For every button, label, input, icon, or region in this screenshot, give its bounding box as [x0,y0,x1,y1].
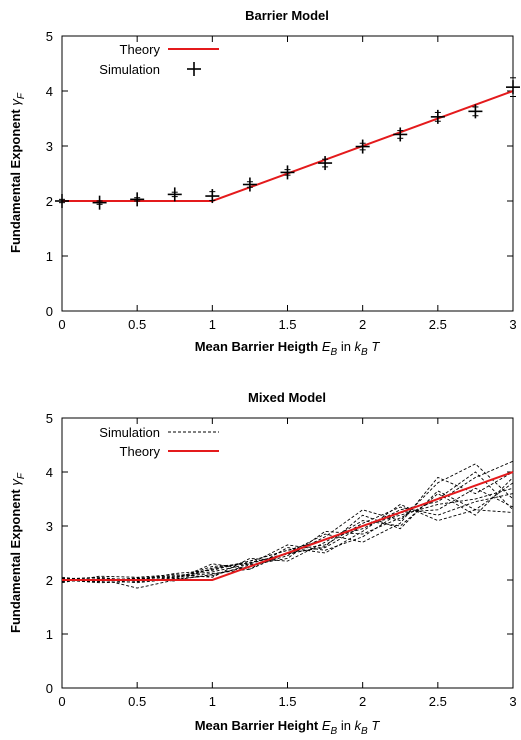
series-layer [61,460,514,589]
x-tick-label: 2 [359,317,366,332]
simulation-point [430,109,445,124]
y-tick-label: 2 [46,573,53,588]
y-tick-label: 3 [46,519,53,534]
simulation-point [468,104,483,119]
y-tick-label: 1 [46,249,53,264]
x-tick-label: 2.5 [429,317,447,332]
simulation-point [506,77,520,97]
x-tick-label: 0 [58,694,65,709]
simulation-point [318,156,333,171]
simulation-point [167,187,182,202]
legend-label-theory: Theory [120,444,161,459]
x-tick-label: 3 [509,317,516,332]
y-axis-label: Fundamental Exponent γF [8,92,27,253]
series-layer [55,77,520,210]
mixed-model-chart: Mixed Model 0 0.5 1 1.5 2 2.5 3 0 1 2 3 4 5 Mean Ba… [8,390,517,737]
legend-label-simulation: Simulation [99,425,160,440]
x-tick-label: 1 [209,694,216,709]
x-tick-label: 1.5 [278,694,296,709]
x-axis-label-var: E [322,339,331,354]
x-tick-label: 1 [209,317,216,332]
simulation-point [205,189,220,204]
x-axis-label-main: Mean Barrier Heigth [195,339,322,354]
x-tick-label: 3 [509,694,516,709]
legend-label-simulation: Simulation [99,62,160,77]
x-tick-label: 0 [58,317,65,332]
simulation-point [55,194,69,208]
y-axis-label-var-sub: F [16,92,27,99]
x-axis-label-var-sub: B [331,726,338,737]
y-axis-ticks: 0 1 2 3 4 5 [46,411,513,696]
y-tick-label: 4 [46,84,53,99]
x-axis-label-mid: in [337,339,354,354]
simulation-run-line [61,460,514,582]
y-tick-label: 0 [46,681,53,696]
x-axis-label-unit: k [355,339,363,354]
x-axis-label: Mean Barrier Heigth EB in kB T [195,339,381,358]
y-tick-label: 2 [46,194,53,209]
y-axis-ticks: 0 1 2 3 4 5 [46,29,513,319]
y-tick-label: 4 [46,465,53,480]
x-axis-label-tail: T [368,718,381,733]
x-axis-label-main: Mean Barrier Height [195,718,322,733]
simulation-run-line [61,482,514,583]
theory-line [62,471,514,581]
x-tick-label: 0.5 [128,317,146,332]
barrier-model-chart: Barrier Model 0 0.5 1 1.5 2 2.5 3 0 1 2 3 4 5 Mean … [8,8,520,358]
x-axis-label-unit-sub: B [361,347,368,358]
simulation-run-line [61,471,514,581]
legend-swatch-simulation [187,62,201,76]
simulation-point [280,165,295,180]
y-axis-label-var: γ [8,98,23,106]
chart-title: Mixed Model [248,390,326,405]
y-axis-label-var-sub: F [16,472,27,479]
simulation-run-line [62,471,514,584]
x-tick-label: 2.5 [429,694,447,709]
simulation-point [355,139,370,154]
legend: Simulation Theory [99,425,219,459]
y-tick-label: 5 [46,411,53,426]
legend-label-theory: Theory [120,42,161,57]
simulation-point [130,192,145,207]
x-axis-label: Mean Barrier Height EB in kB T [195,718,381,737]
y-axis-label-main: Fundamental Exponent [8,486,23,633]
x-axis-ticks: 0 0.5 1 1.5 2 2.5 3 [58,36,517,332]
x-axis-label-unit: k [355,718,363,733]
simulation-run-line [61,487,514,582]
x-axis-label-var: E [322,718,331,733]
simulation-point [242,177,257,192]
chart-title: Barrier Model [245,8,329,23]
x-tick-label: 1.5 [278,317,296,332]
y-axis-label-var: γ [8,478,23,486]
simulation-run-line [61,463,514,589]
simulation-run-line [61,493,514,583]
x-tick-label: 2 [359,694,366,709]
y-axis-label: Fundamental Exponent γF [8,472,27,633]
y-tick-label: 5 [46,29,53,44]
x-axis-label-var-sub: B [331,347,338,358]
theory-line [62,90,514,202]
y-tick-label: 0 [46,304,53,319]
x-axis-label-tail: T [368,339,381,354]
y-axis-label-main: Fundamental Exponent [8,106,23,253]
y-tick-label: 3 [46,139,53,154]
x-axis-label-mid: in [337,718,354,733]
simulation-run-line [61,487,514,584]
simulation-point [393,127,408,142]
x-axis-ticks: 0 0.5 1 1.5 2 2.5 3 [58,418,517,709]
x-tick-label: 0.5 [128,694,146,709]
simulation-run-line [61,503,514,582]
legend: Theory Simulation [99,42,219,77]
x-axis-label-unit-sub: B [361,726,368,737]
y-tick-label: 1 [46,627,53,642]
simulation-run-line [61,477,514,584]
simulation-point [92,195,107,210]
